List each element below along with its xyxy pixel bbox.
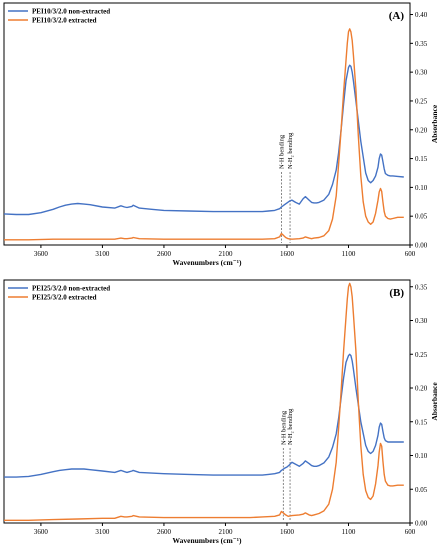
panel-label: (A)	[389, 10, 405, 22]
legend-label: PEI25/3/2.0 non-extracted	[32, 285, 110, 293]
legend-label: PEI10/3/2.0 non-extracted	[32, 8, 110, 16]
y-tick-label: 0.40	[415, 11, 428, 19]
series-line-extracted	[4, 28, 404, 241]
x-tick-label: 1100	[342, 528, 356, 536]
y-tick-label: 0.35	[415, 40, 428, 48]
annotation-label: N-H bending	[278, 134, 285, 169]
y-tick-label: 0.10	[415, 184, 428, 192]
y-axis-label: Absorbance	[430, 104, 439, 143]
y-tick-label: 0.25	[415, 97, 428, 105]
legend-label: PEI10/3/2.0 extracted	[32, 17, 97, 25]
legend-label: PEI25/3/2.0 extracted	[32, 294, 97, 302]
y-axis-label: Absorbance	[430, 382, 439, 421]
y-tick-label: 0.35	[415, 283, 428, 291]
plot-frame	[3, 279, 411, 524]
y-tick-label: 0.05	[415, 486, 428, 494]
series-line-non-extracted	[4, 353, 404, 478]
y-tick-label: 0.15	[415, 155, 428, 163]
x-tick-label: 3600	[34, 250, 49, 258]
y-tick-label: 0.20	[415, 126, 428, 134]
annotation-label: N-H bending	[280, 410, 287, 445]
x-tick-label: 2100	[218, 528, 233, 536]
annotation-label: N-H₂ bending	[287, 132, 294, 169]
y-tick-label: 0.30	[415, 317, 428, 325]
y-tick-label: 0.30	[415, 69, 428, 77]
plot-frame	[3, 2, 411, 246]
x-axis-label: Wavenumbers (cm⁻¹)	[173, 258, 242, 267]
x-tick-label: 600	[405, 528, 416, 536]
x-tick-label: 600	[405, 250, 416, 258]
series-line-non-extracted	[3, 64, 404, 216]
y-tick-label: 0.25	[415, 351, 428, 359]
annotation-label: N-H₂ bending	[287, 408, 294, 445]
y-tick-label: 0.05	[415, 213, 428, 221]
x-tick-label: 2600	[157, 250, 172, 258]
x-axis-label: Wavenumbers (cm⁻¹)	[173, 536, 242, 545]
x-tick-label: 1100	[342, 250, 356, 258]
x-tick-label: 3100	[95, 528, 110, 536]
x-tick-label: 1600	[280, 528, 295, 536]
y-tick-label: 0.20	[415, 385, 428, 393]
panel-label: (B)	[389, 287, 404, 299]
x-tick-label: 3600	[34, 528, 49, 536]
series-line-extracted	[4, 282, 404, 521]
y-tick-label: 0.15	[415, 418, 428, 426]
x-tick-label: 2600	[157, 528, 172, 536]
y-tick-label: 0.00	[415, 520, 428, 528]
y-tick-label: 0.10	[415, 452, 428, 460]
x-tick-label: 1600	[280, 250, 295, 258]
x-tick-label: 3100	[95, 250, 110, 258]
x-tick-label: 2100	[218, 250, 233, 258]
y-tick-label: 0.00	[415, 242, 428, 250]
